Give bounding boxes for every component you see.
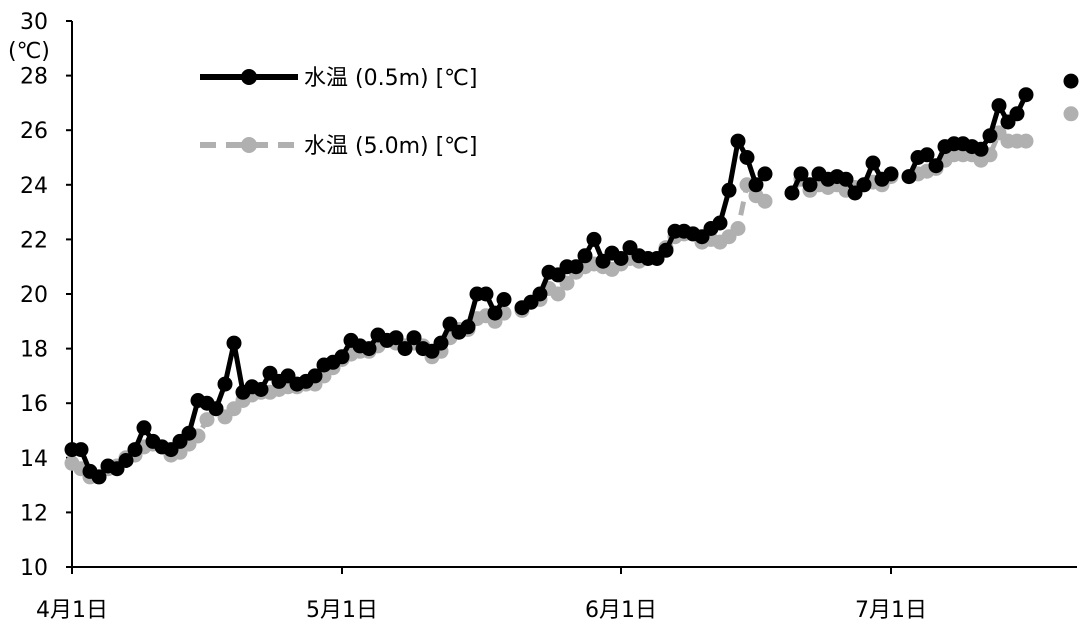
y-tick-label: 10 [20,556,48,581]
data-point [784,185,800,201]
data-point [982,128,998,144]
data-point [586,231,602,247]
series-0.5m [64,73,1079,485]
data-point [712,215,728,231]
y-tick-label: 22 [20,228,48,253]
x-axis: 4月1日 5月1日 6月1日 7月1日 [36,566,1077,623]
x-tick-label: 7月1日 [855,598,927,623]
data-point [865,155,881,171]
data-point [307,368,323,384]
data-point [199,412,215,428]
data-point [136,420,152,436]
data-point [973,141,989,157]
data-point [901,169,917,185]
data-point [577,248,593,264]
data-point [73,442,89,458]
data-point [757,166,773,182]
data-point [487,305,503,321]
data-point [406,330,422,346]
y-tick-label: 20 [20,283,48,308]
legend-label-0.5m: 水温 (0.5m) [℃] [304,66,477,91]
data-point [1009,106,1025,122]
series-line-segment [520,138,767,310]
data-point [838,171,854,187]
data-point [550,286,566,302]
data-point [1063,73,1079,89]
y-tick-label: 30 [20,10,48,35]
data-point [739,150,755,165]
data-point [226,335,242,351]
x-tick-label: 5月1日 [306,598,378,623]
y-tick-label: 26 [20,119,48,144]
data-point [532,286,548,302]
data-point [217,376,233,392]
data-point [730,221,746,236]
data-point [127,442,143,458]
data-point [1018,87,1034,103]
data-point [1018,133,1034,149]
data-point [397,341,413,357]
data-point [208,401,224,417]
data-point [793,166,809,182]
data-point [460,319,476,335]
data-point [856,177,872,193]
data-point [568,259,584,275]
data-point [748,177,764,193]
data-point [1063,106,1079,122]
data-point [991,98,1007,114]
legend-marker-5.0m [241,137,257,153]
data-point [253,382,269,397]
data-point [883,166,899,182]
y-tick-label: 14 [20,447,48,472]
data-point [478,286,494,302]
legend-label-5.0m: 水温 (5.0m) [℃] [304,134,477,159]
data-point [919,147,935,163]
y-tick-label: 16 [20,392,48,417]
data-point [613,251,629,266]
data-point [91,469,107,485]
y-axis: 10 12 14 16 18 20 22 24 26 28 30 [20,10,73,581]
series-layer [64,73,1079,485]
data-point [730,133,746,149]
data-point [361,341,377,357]
legend-marker-0.5m [241,69,257,85]
data-point [802,177,818,193]
y-axis-unit-label: (℃) [8,39,50,64]
data-point [181,425,197,441]
data-point [433,335,449,351]
data-point [721,182,737,198]
x-tick-label: 6月1日 [585,598,657,623]
data-point [928,158,944,174]
data-point [388,330,404,346]
y-tick-label: 28 [20,65,48,90]
y-tick-label: 12 [20,501,48,526]
series-5.0m [64,106,1079,485]
data-point [334,349,350,365]
data-point [496,292,512,307]
data-point [118,453,134,468]
legend-entry-0.5m: 水温 (0.5m) [℃] [200,66,477,91]
data-point [757,193,773,209]
y-tick-label: 18 [20,338,48,363]
data-point [658,242,674,258]
x-tick-label: 4月1日 [36,598,108,623]
legend-entry-5.0m: 水温 (5.0m) [℃] [200,134,477,159]
y-tick-label: 24 [20,174,48,199]
legend: 水温 (0.5m) [℃] 水温 (5.0m) [℃] [200,66,477,159]
